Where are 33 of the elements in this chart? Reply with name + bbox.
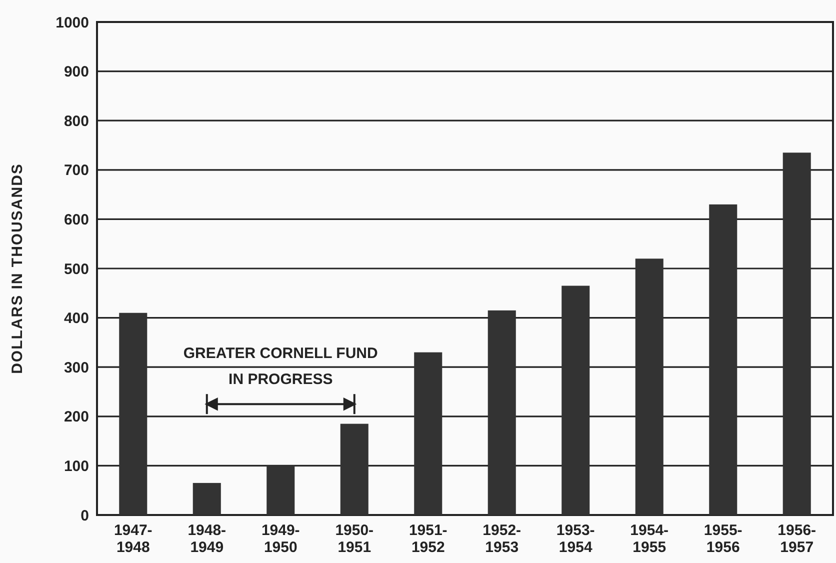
bar [709,204,738,515]
x-tick-label: 1949-1950 [261,522,300,556]
x-tick-label: 1950-1951 [335,522,374,556]
x-tick-label: 1954-1955 [630,522,669,556]
bar [192,482,221,515]
bar [340,424,368,515]
bar [635,258,664,515]
y-tick-label: 100 [64,458,89,475]
y-tick-label: 400 [64,310,89,328]
bar [266,466,295,515]
bar [488,310,516,515]
y-tick-label: 600 [64,211,89,228]
x-tick-label: 1947-1948 [114,522,152,556]
y-tick-label: 900 [64,64,89,81]
y-tick-label: 1000 [56,14,89,32]
y-tick-label: 500 [64,260,89,278]
y-tick-label: 300 [64,359,89,376]
x-tick-label: 1948-1949 [188,522,226,556]
y-tick-label: 200 [64,408,89,426]
y-tick-label: 0 [80,507,89,524]
bar [562,286,590,515]
x-tick-label: 1952-1953 [482,522,522,556]
y-tick-label: 800 [64,112,89,130]
bar [119,312,148,515]
x-tick-label: 1955-1956 [704,522,742,556]
y-tick-label: 700 [64,162,89,180]
bar [414,352,442,515]
bar [782,152,811,515]
x-tick-label: 1951-1952 [408,522,448,556]
annotation: GREATER CORNELL FUND IN PROGRESS [183,345,378,388]
x-tick-label: 1956-1957 [778,522,816,556]
y-axis-title: DOLLARS IN THOUSANDS [9,163,26,374]
x-tick-label: 1953-1954 [556,522,595,556]
